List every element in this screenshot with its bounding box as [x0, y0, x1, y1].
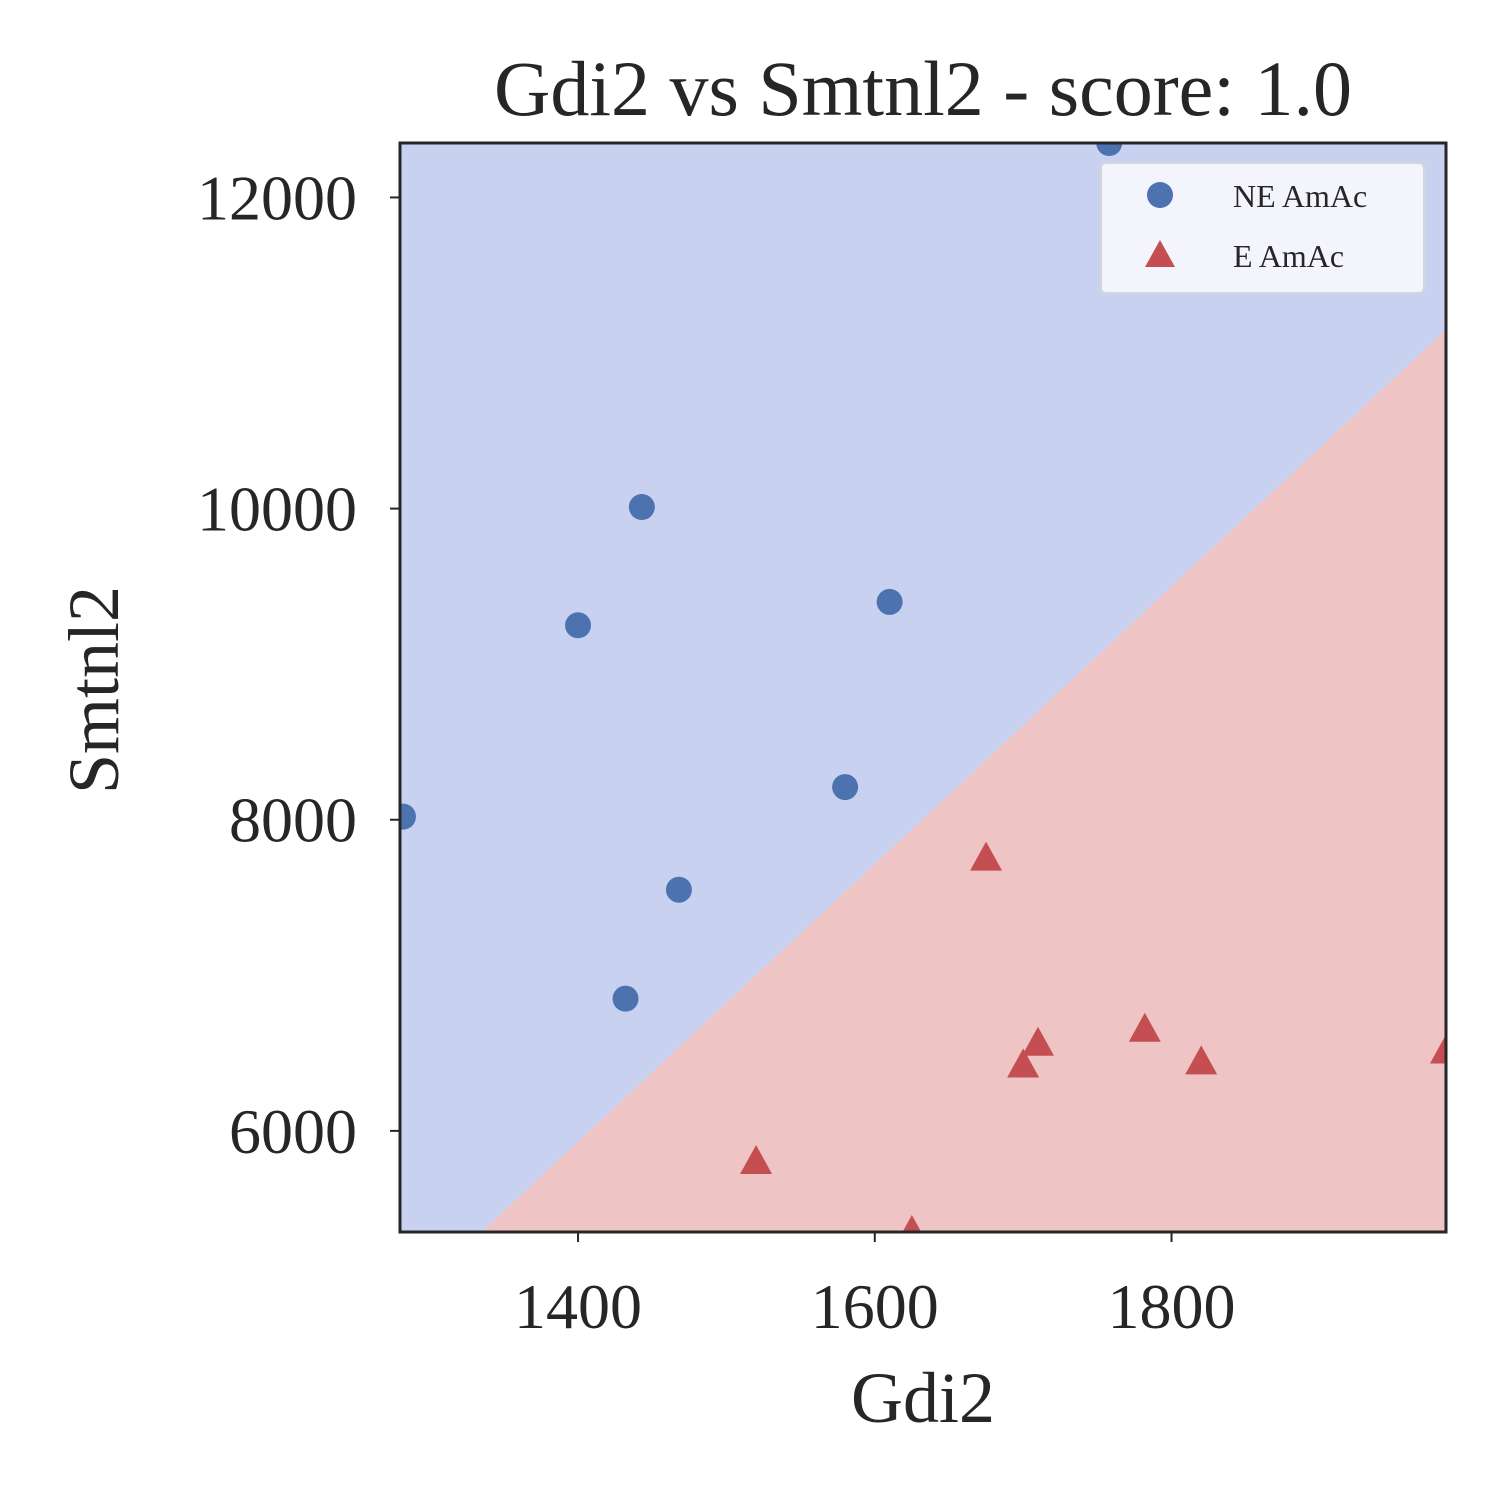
legend-circle-marker — [1147, 182, 1173, 208]
legend-triangle-marker — [1145, 240, 1175, 267]
y-tick-label: 10000 — [197, 474, 357, 545]
y-axis-label: Smtnl2 — [54, 586, 134, 794]
y-axis-ticks: 6000 8000 10000 12000 — [197, 162, 400, 1167]
x-tick-label: 1800 — [1108, 1271, 1236, 1342]
e-amac-point — [1128, 1012, 1161, 1042]
e-amac-point — [1021, 1026, 1054, 1056]
chart-title: Gdi2 vs Smtnl2 - score: 1.0 — [494, 45, 1352, 132]
x-axis-ticks: 1400 1600 1800 — [514, 1232, 1236, 1342]
x-axis-label: Gdi2 — [851, 1358, 995, 1438]
ne-amac-point — [400, 803, 416, 830]
legend: NE AmAc E AmAc — [1100, 162, 1425, 294]
decision-region-ne — [400, 143, 1446, 1232]
y-tick-label: 6000 — [229, 1096, 357, 1167]
plot-area — [400, 143, 1446, 1232]
y-tick-label: 12000 — [197, 162, 357, 233]
e-amac-point — [1007, 1048, 1040, 1078]
e-amac-point — [902, 1215, 922, 1232]
plot-frame — [398, 141, 1448, 1234]
ne-amac-point — [876, 588, 903, 615]
ne-amac-point — [628, 494, 655, 521]
decision-region-e — [481, 329, 1446, 1232]
legend-box — [1100, 162, 1425, 294]
ne-amac-point — [832, 774, 859, 801]
e-amac-point — [970, 841, 1003, 871]
e-amac-point — [740, 1144, 773, 1174]
y-tick-label: 8000 — [229, 785, 357, 856]
ne-amac-point — [612, 985, 639, 1012]
legend-label-ne-amac: NE AmAc — [1233, 178, 1367, 214]
ne-amac-point — [665, 876, 692, 903]
e-amac-point — [1185, 1045, 1218, 1075]
x-tick-label: 1600 — [811, 1271, 939, 1342]
x-tick-label: 1400 — [514, 1271, 642, 1342]
ne-amac-point — [565, 612, 592, 639]
e-amac-point — [1430, 1034, 1446, 1064]
ne-amac-point — [1096, 143, 1123, 156]
legend-label-e-amac: E AmAc — [1233, 238, 1344, 274]
data-points — [400, 143, 1446, 1232]
